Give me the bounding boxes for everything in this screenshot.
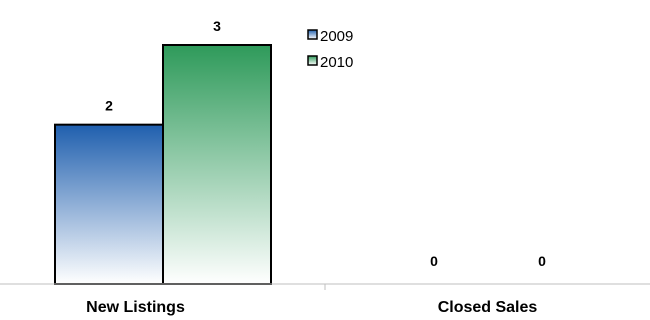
x-tick-label-closed-sales: Closed Sales (438, 299, 538, 316)
bar-2009-new-listings (54, 123, 164, 285)
x-tick-labels-group: New Listings Closed Sales (86, 299, 537, 316)
legend-label-2010: 2010 (320, 54, 353, 71)
bars-group (54, 44, 272, 285)
data-labels-group: 2 3 0 0 (105, 18, 546, 269)
legend: 2009 2010 (307, 28, 353, 71)
data-label-2009-new-listings: 2 (105, 98, 113, 114)
data-label-2010-new-listings: 3 (213, 18, 221, 34)
legend-label-2009: 2009 (320, 28, 353, 45)
data-label-2010-closed-sales: 0 (538, 253, 546, 269)
data-label-2009-closed-sales: 0 (430, 253, 438, 269)
legend-swatch-2009 (307, 29, 318, 40)
x-tick-label-new-listings: New Listings (86, 299, 185, 316)
legend-swatch-2010 (307, 55, 318, 66)
bar-2010-new-listings (162, 44, 272, 285)
